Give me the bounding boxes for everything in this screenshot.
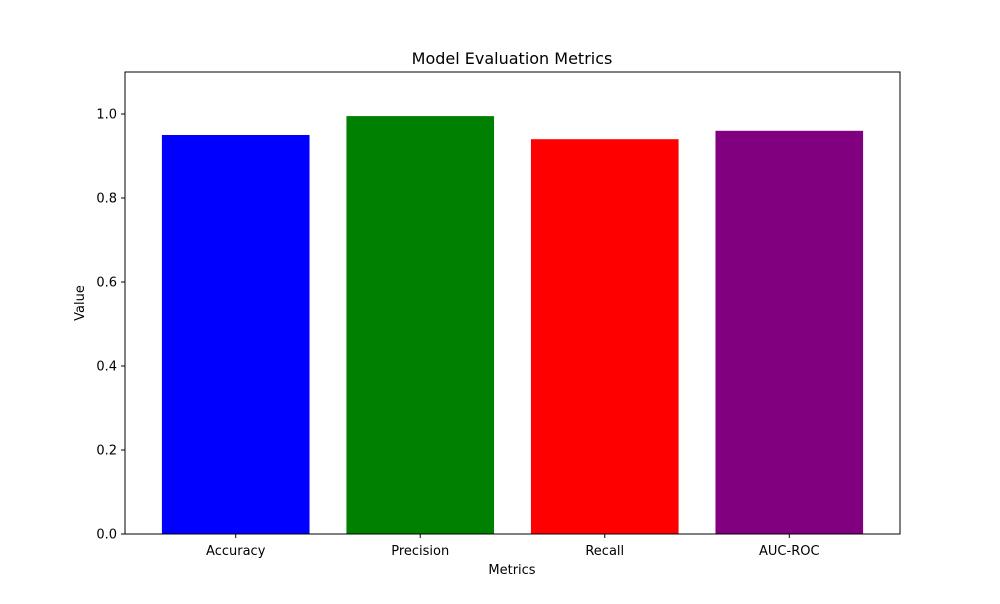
- bar-auc-roc: [715, 130, 864, 535]
- chart-title: Model Evaluation Metrics: [412, 49, 613, 68]
- bar-accuracy: [161, 135, 310, 534]
- x-tick-label: Accuracy: [206, 544, 266, 559]
- x-axis-label: Metrics: [488, 563, 535, 578]
- bar-recall: [530, 139, 679, 534]
- y-tick-label: 0.8: [96, 192, 117, 207]
- y-tick-label: 0.2: [96, 444, 117, 459]
- x-tick-label: Recall: [585, 544, 624, 559]
- y-tick-label: 1.0: [96, 108, 117, 123]
- bars-layer: [161, 116, 864, 535]
- y-axis-label: Value: [73, 285, 88, 321]
- y-tick-label: 0.4: [96, 360, 117, 375]
- y-axis: 0.0 0.2 0.4 0.6 0.8 1.0: [96, 108, 125, 543]
- y-tick-label: 0.0: [96, 528, 117, 543]
- x-axis: Accuracy Precision Recall AUC-ROC: [206, 534, 820, 559]
- plot-area-frame: [124, 71, 901, 535]
- x-tick-label: Precision: [391, 544, 449, 559]
- bar-precision: [346, 116, 495, 534]
- y-tick-label: 0.6: [96, 276, 117, 291]
- x-tick-label: AUC-ROC: [759, 544, 820, 559]
